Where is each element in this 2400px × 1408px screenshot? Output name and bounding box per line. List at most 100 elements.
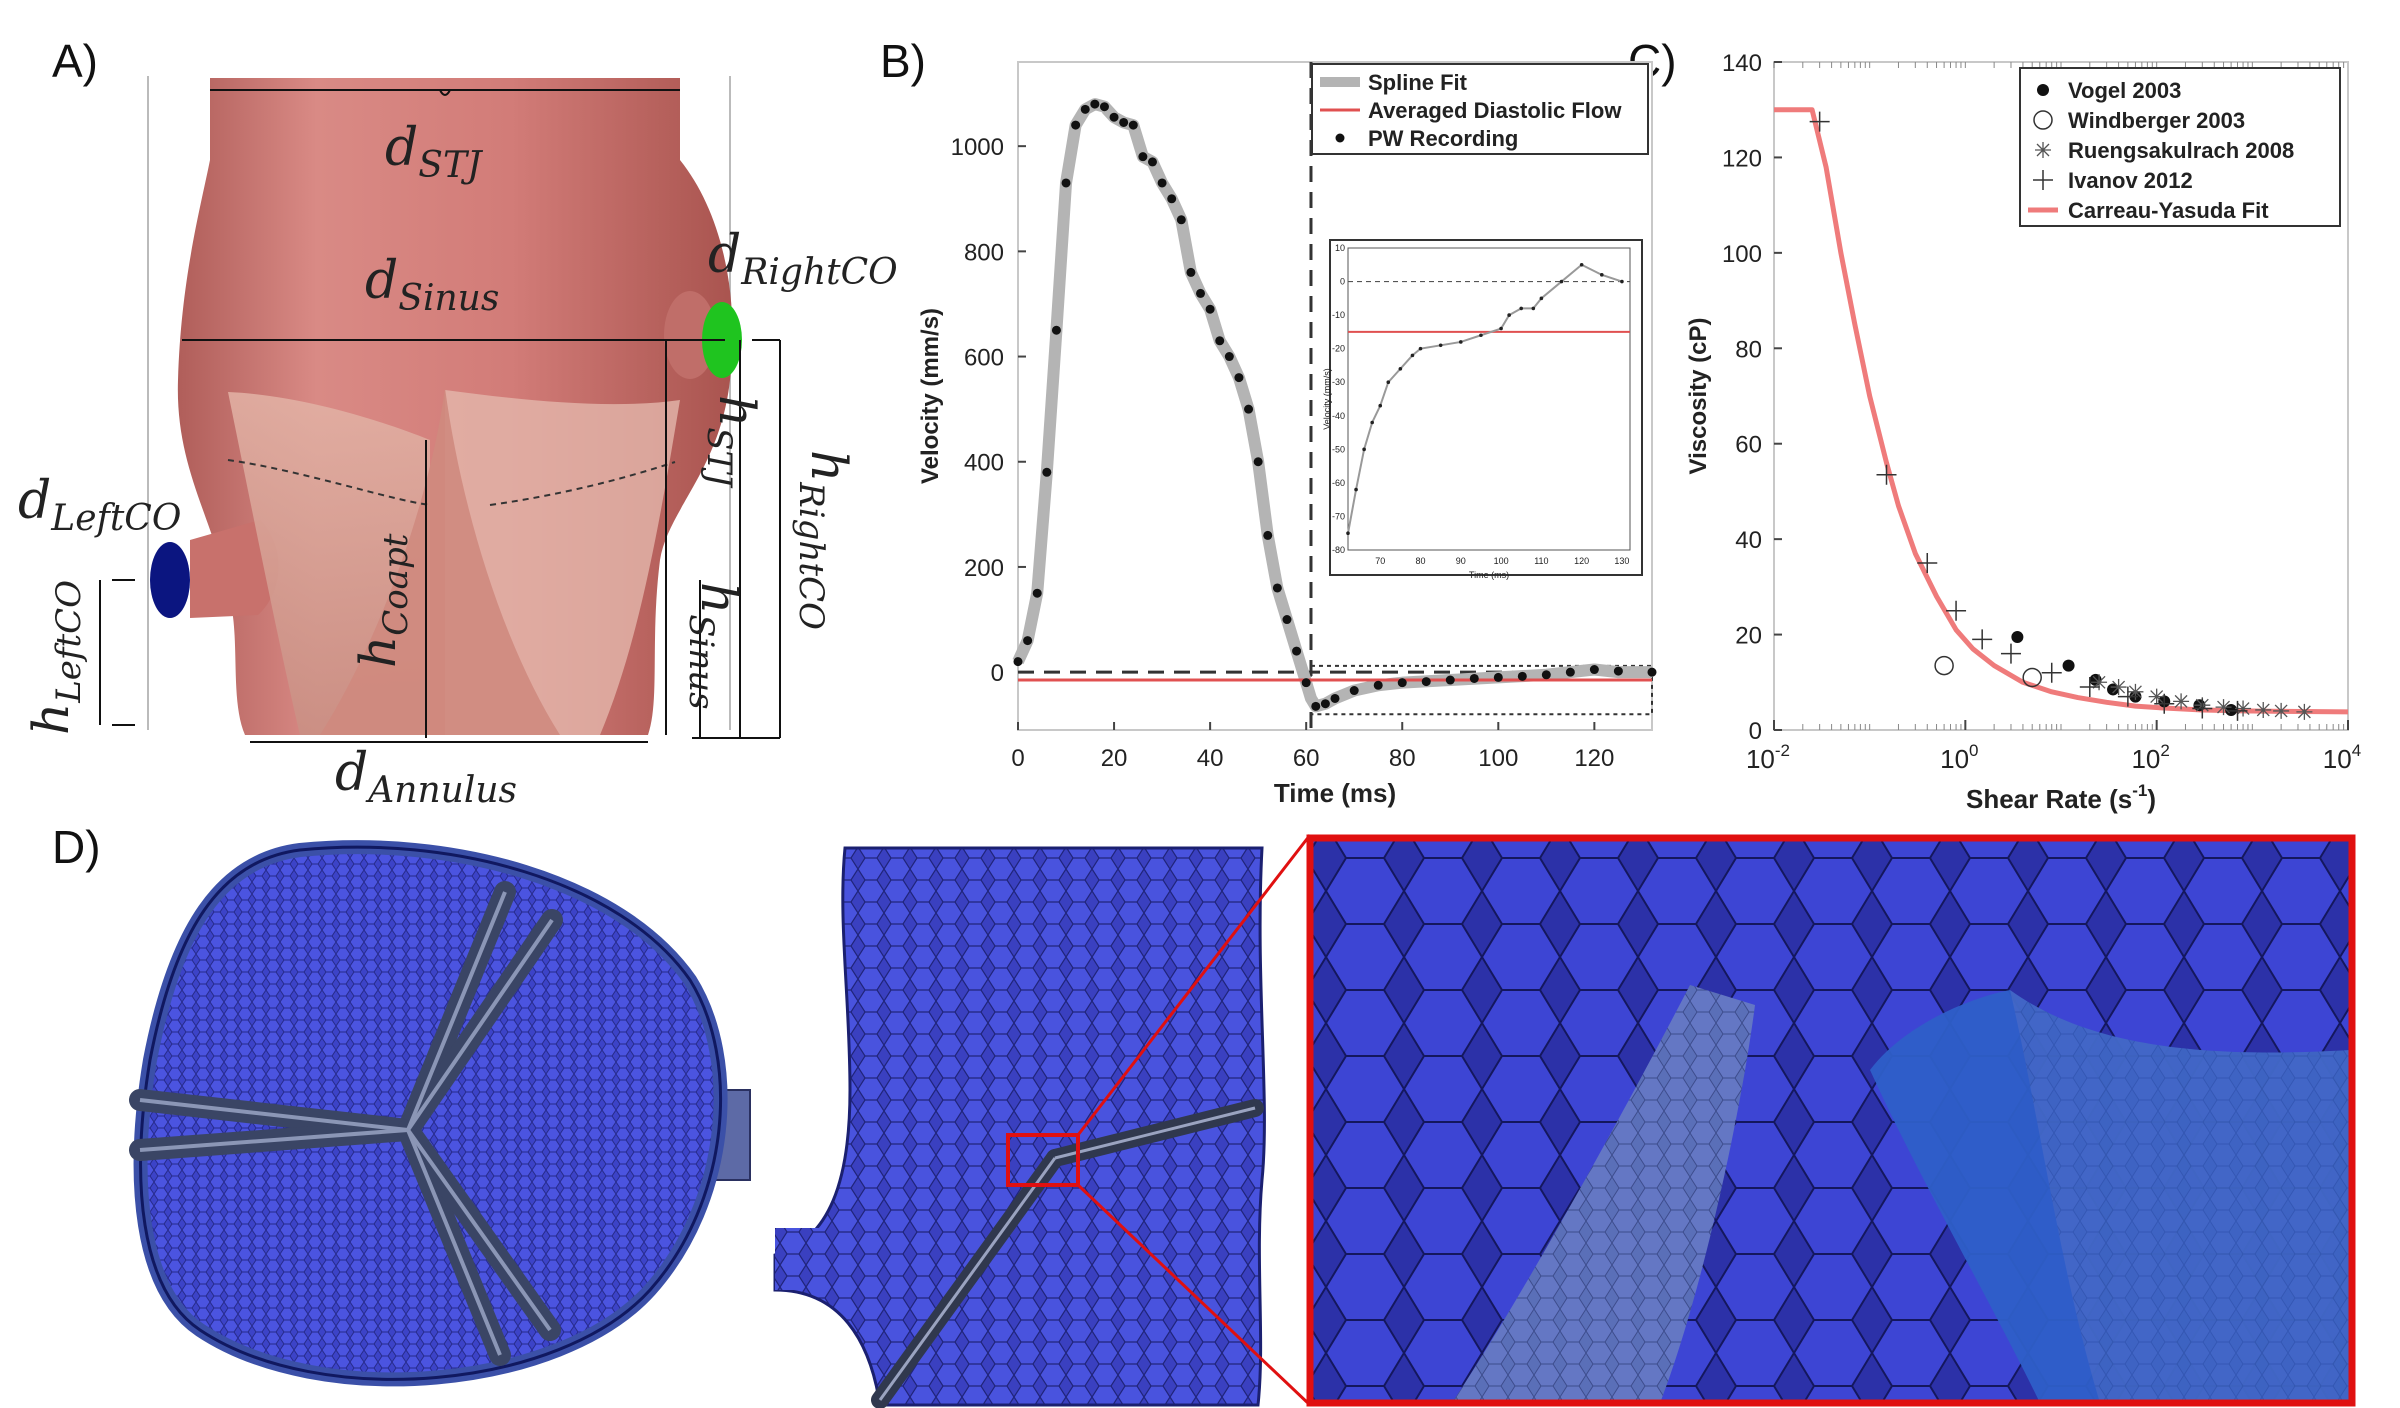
x-tick-label: 100 — [1478, 745, 1518, 772]
pw-recording-point — [1157, 178, 1167, 188]
inset-x-tick-label: 110 — [1534, 556, 1548, 566]
inset-point — [1499, 326, 1503, 331]
inset-y-tick-label: -20 — [1332, 344, 1345, 354]
label-h-sinus: hSinus — [681, 582, 748, 710]
pw-recording-point — [1023, 636, 1033, 646]
inset-point — [1519, 306, 1524, 311]
inset-point — [1507, 313, 1511, 317]
label-h-coapt: hCoapt — [349, 533, 416, 668]
pw-recording-point — [1196, 288, 1206, 298]
pw-recording-point — [1320, 699, 1330, 709]
point-asterisk — [2215, 699, 2232, 716]
inset-point — [1346, 531, 1350, 536]
pw-recording-point — [1421, 677, 1431, 687]
pw-recording-point — [1224, 352, 1234, 362]
y-tick-label: 100 — [1722, 241, 1762, 268]
point-plus — [1917, 553, 1938, 573]
pw-recording-point — [1541, 670, 1551, 680]
pw-recording-point — [1330, 693, 1340, 703]
pw-recording-point — [1090, 99, 1100, 109]
point-asterisk — [2296, 703, 2313, 720]
pw-recording-point — [1128, 120, 1138, 130]
pw-recording-point — [1138, 152, 1148, 162]
x-tick-label: 0 — [1011, 745, 1024, 772]
zoom-box — [1006, 1133, 1080, 1187]
point-asterisk — [2273, 702, 2290, 719]
y-axis-label: Velocity (mm/s) — [917, 308, 944, 484]
point-plus — [2000, 643, 2021, 664]
pw-recording-point — [1119, 117, 1129, 127]
pw-recording-point — [1244, 404, 1254, 414]
x-tick-label: 100 — [1940, 741, 1978, 774]
point-plus — [1972, 629, 1993, 650]
x-tick-exponent: 0 — [1969, 741, 1978, 760]
x-axis-label-tail: ) — [2147, 784, 2156, 814]
point-plus — [2227, 700, 2248, 721]
right-co-stub — [664, 291, 716, 379]
label-h-leftco: hLeftCO — [22, 580, 89, 735]
y-tick-label: 80 — [1735, 336, 1762, 363]
point-asterisk — [2148, 688, 2165, 705]
pw-recording-point — [1565, 667, 1575, 677]
y-tick-label: 600 — [964, 345, 1004, 372]
point-asterisk — [2235, 700, 2252, 717]
pw-recording-point — [1272, 583, 1282, 593]
label-d-sinus: dSinus — [365, 251, 499, 319]
pw-recording-point — [1493, 672, 1503, 682]
inset-point — [1579, 262, 1584, 267]
point-filled-circle — [2011, 630, 2024, 643]
inset-point — [1539, 296, 1544, 301]
mesh-cross-section — [129, 840, 751, 1387]
pw-recording-point — [1301, 678, 1311, 688]
point-plus — [2079, 677, 2100, 698]
y-axis-label: Viscosity (cP) — [1685, 318, 1712, 475]
legend-box — [2019, 67, 2341, 227]
inset-y-tick-label: -60 — [1332, 478, 1345, 488]
legend-box — [1311, 63, 1649, 155]
y-tick-label: 0 — [1749, 718, 1762, 745]
x-tick-label: 120 — [1574, 745, 1614, 772]
x-tick-label: 102 — [2131, 741, 2169, 774]
point-open-circle — [2022, 667, 2042, 688]
point-asterisk — [2110, 679, 2127, 696]
mesh-zoom-detail — [1306, 834, 2356, 1407]
x-tick-label: 10-2 — [1746, 741, 1790, 774]
inset-y-tick-label: -50 — [1332, 444, 1345, 454]
label-d-annulus: dAnnulus — [335, 743, 517, 811]
point-asterisk — [2255, 701, 2272, 718]
pw-recording-point — [1263, 530, 1273, 540]
inset-y-tick-label: -70 — [1332, 511, 1345, 521]
point-filled-circle — [2089, 673, 2102, 686]
pw-recording-point — [1099, 102, 1109, 112]
pw-recording-point — [1205, 304, 1215, 314]
label-d-rightco: dRightCO — [708, 225, 898, 293]
pw-recording-point — [1042, 467, 1052, 477]
pw-recording-point — [1469, 673, 1479, 683]
x-tick-label: 80 — [1389, 745, 1416, 772]
inset-point — [1600, 273, 1604, 277]
leaflet-center — [320, 388, 560, 735]
legend-swatch-asterisk — [2035, 142, 2051, 158]
panel-label-a: A) — [52, 35, 98, 87]
inset-frame — [1329, 239, 1643, 576]
pw-recording-point — [1349, 686, 1359, 696]
legend-swatch-pw — [1335, 133, 1345, 143]
label-d-leftco: dLeftCO — [18, 471, 181, 539]
x-tick-label: 40 — [1197, 745, 1224, 772]
coaptation-line — [227, 459, 431, 506]
point-asterisk — [2173, 693, 2190, 710]
mesh-renderings — [129, 834, 2356, 1408]
left-co-tube — [190, 520, 279, 618]
legend-label-pw: PW Recording — [1368, 126, 1518, 151]
inset-y-tick-label: -80 — [1332, 545, 1345, 555]
inset-y-tick-label: 0 — [1340, 277, 1345, 287]
inset-point — [1410, 353, 1415, 358]
inset-y-tick-label: -30 — [1332, 377, 1345, 387]
legend-label: Windberger 2003 — [2068, 108, 2245, 133]
inset-point — [1438, 343, 1443, 348]
inset-point — [1418, 346, 1423, 351]
inset-y-tick-label: -40 — [1332, 411, 1345, 421]
x-axis-label: Time (ms) — [1274, 778, 1396, 808]
inset-point — [1370, 420, 1374, 425]
